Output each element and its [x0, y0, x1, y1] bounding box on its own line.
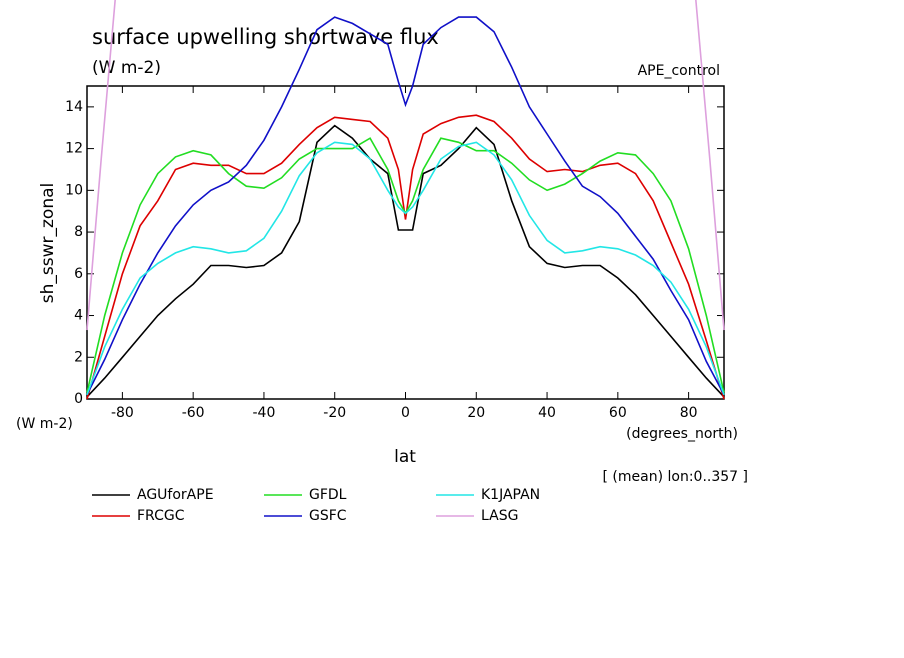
chart-subtitle: (W m-2): [92, 58, 161, 78]
series-line: [86, 16, 725, 396]
legend-label: LASG: [481, 508, 518, 524]
y-tick-label: 14: [65, 99, 83, 115]
x-tick-label: 20: [467, 405, 485, 421]
legend-label: FRCGC: [137, 508, 185, 524]
y-tick-label: 6: [74, 266, 83, 282]
x-tick-label: 60: [609, 405, 627, 421]
legend-label: GFDL: [309, 487, 347, 503]
x-axis-label: lat: [394, 447, 416, 467]
y-tick-label: 4: [74, 308, 83, 324]
y-tick-label: 10: [65, 182, 83, 198]
x-tick-label: 40: [538, 405, 556, 421]
y-tick-label: 0: [74, 391, 83, 407]
footnote: [ (mean) lon:0..357 ]: [603, 469, 748, 485]
x-tick-label: -40: [253, 405, 276, 421]
annotation: APE_control: [638, 63, 720, 79]
series-line: [86, 0, 725, 331]
y-tick-label: 12: [65, 141, 83, 157]
legend-label: K1JAPAN: [481, 487, 540, 503]
y-axis-label: sh_sswr_zonal: [38, 183, 58, 303]
x-tick-label: -60: [182, 405, 205, 421]
series-line: [86, 137, 725, 393]
plot-frame: [86, 85, 725, 400]
chart-title: surface upwelling shortwave flux: [92, 25, 439, 49]
series-line: [86, 141, 725, 396]
x-tick-label: -20: [323, 405, 346, 421]
x-units: (degrees_north): [626, 426, 738, 442]
x-tick-label: 80: [680, 405, 698, 421]
y-units: (W m-2): [16, 416, 73, 432]
y-tick-label: 8: [74, 224, 83, 240]
x-tick-label: 0: [401, 405, 410, 421]
y-tick-label: 2: [74, 349, 83, 365]
legend-label: AGUforAPE: [137, 487, 214, 503]
legend-label: GSFC: [309, 508, 347, 524]
series-line: [86, 124, 725, 398]
series-line: [86, 114, 725, 400]
x-tick-label: -80: [111, 405, 134, 421]
